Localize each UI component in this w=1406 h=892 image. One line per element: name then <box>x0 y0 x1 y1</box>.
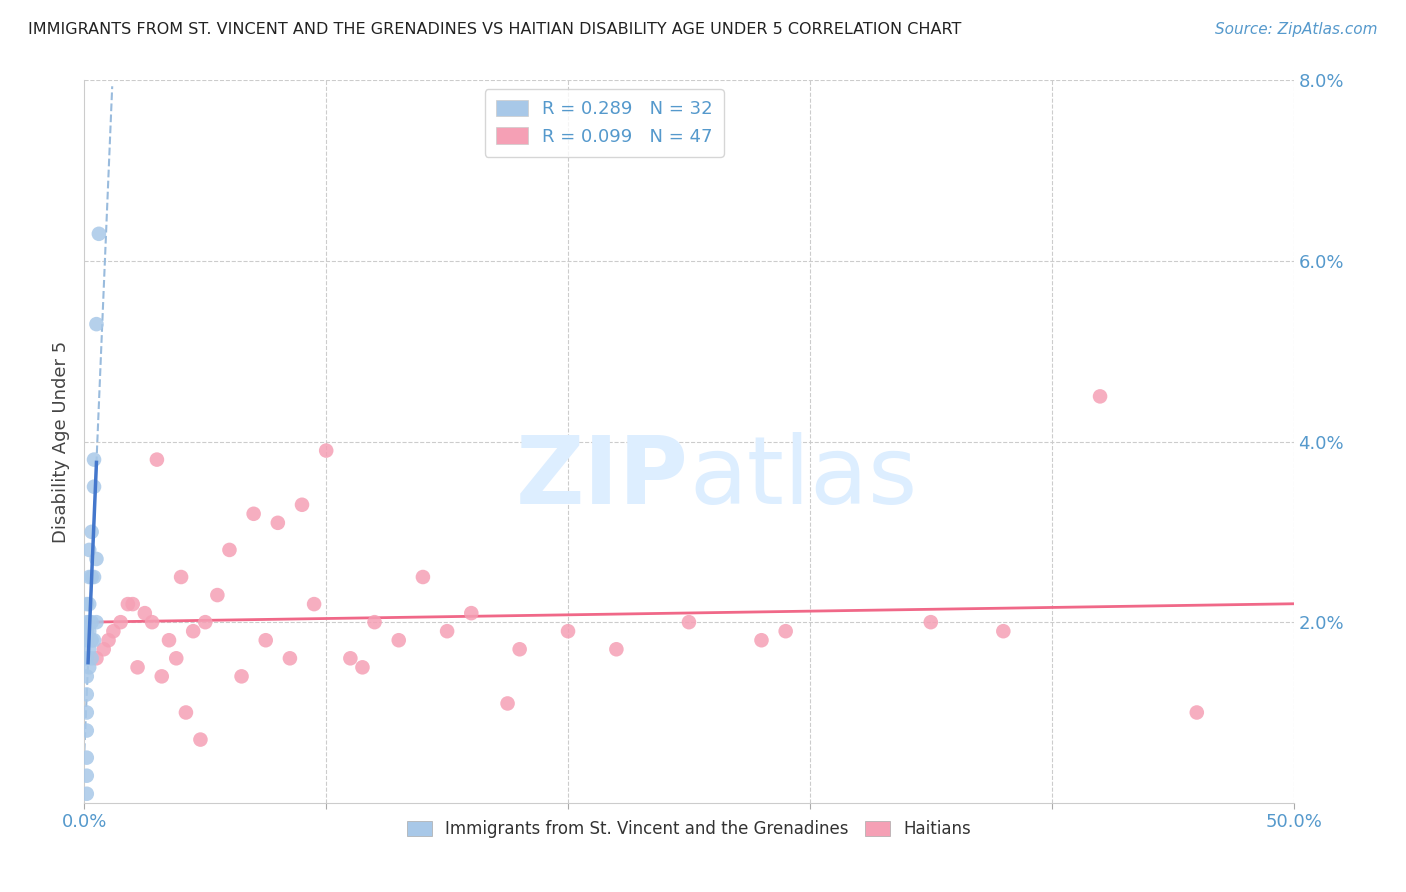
Point <box>87 227 110 241</box>
Point <box>77 624 100 639</box>
Point <box>77 615 100 630</box>
Point <box>170 570 193 584</box>
Point <box>207 588 229 602</box>
Point <box>76 750 98 764</box>
Point <box>557 624 579 639</box>
Point <box>751 633 773 648</box>
Point <box>80 615 103 630</box>
Point <box>412 570 434 584</box>
Point <box>1185 706 1208 720</box>
Point <box>80 651 103 665</box>
Point <box>352 660 374 674</box>
Point <box>76 597 98 611</box>
Point <box>509 642 531 657</box>
Point <box>174 706 197 720</box>
Point <box>678 615 700 630</box>
Point <box>363 615 385 630</box>
Point <box>134 606 156 620</box>
Point <box>278 651 301 665</box>
Point <box>83 480 105 494</box>
Point <box>103 624 125 639</box>
Point <box>77 597 100 611</box>
Point <box>76 669 98 683</box>
Point <box>436 624 458 639</box>
Point <box>76 624 98 639</box>
Point <box>165 651 187 665</box>
Point <box>267 516 290 530</box>
Point <box>86 317 108 331</box>
Point <box>110 615 132 630</box>
Legend: Immigrants from St. Vincent and the Grenadines, Haitians: Immigrants from St. Vincent and the Gren… <box>399 814 979 845</box>
Point <box>86 651 108 665</box>
Point <box>190 732 212 747</box>
Point <box>93 642 115 657</box>
Point <box>460 606 482 620</box>
Text: ZIP: ZIP <box>516 432 689 524</box>
Point <box>181 624 204 639</box>
Point <box>76 651 98 665</box>
Y-axis label: Disability Age Under 5: Disability Age Under 5 <box>52 341 70 542</box>
Point <box>315 443 337 458</box>
Point <box>83 452 105 467</box>
Point <box>86 615 108 630</box>
Point <box>76 723 98 738</box>
Point <box>83 570 105 584</box>
Point <box>127 660 149 674</box>
Point <box>157 633 180 648</box>
Point <box>76 633 98 648</box>
Point <box>254 633 277 648</box>
Text: IMMIGRANTS FROM ST. VINCENT AND THE GRENADINES VS HAITIAN DISABILITY AGE UNDER 5: IMMIGRANTS FROM ST. VINCENT AND THE GREN… <box>28 22 962 37</box>
Text: atlas: atlas <box>689 432 917 524</box>
Point <box>97 633 120 648</box>
Point <box>76 615 98 630</box>
Point <box>76 787 98 801</box>
Point <box>76 687 98 701</box>
Point <box>80 570 103 584</box>
Point <box>388 633 411 648</box>
Text: Source: ZipAtlas.com: Source: ZipAtlas.com <box>1215 22 1378 37</box>
Point <box>117 597 139 611</box>
Point <box>76 706 98 720</box>
Point <box>150 669 173 683</box>
Point <box>291 498 314 512</box>
Point <box>76 769 98 783</box>
Point <box>496 697 519 711</box>
Point <box>194 615 217 630</box>
Point <box>605 642 627 657</box>
Point <box>77 660 100 674</box>
Point <box>80 524 103 539</box>
Point <box>242 507 264 521</box>
Point <box>141 615 163 630</box>
Point <box>1088 389 1111 403</box>
Point <box>83 633 105 648</box>
Point <box>920 615 942 630</box>
Point <box>146 452 169 467</box>
Point <box>993 624 1015 639</box>
Point <box>121 597 143 611</box>
Point <box>339 651 361 665</box>
Point <box>77 570 100 584</box>
Point <box>77 642 100 657</box>
Point <box>77 542 100 557</box>
Point <box>231 669 253 683</box>
Point <box>86 552 108 566</box>
Point <box>302 597 325 611</box>
Point <box>80 633 103 648</box>
Point <box>775 624 797 639</box>
Point <box>218 542 240 557</box>
